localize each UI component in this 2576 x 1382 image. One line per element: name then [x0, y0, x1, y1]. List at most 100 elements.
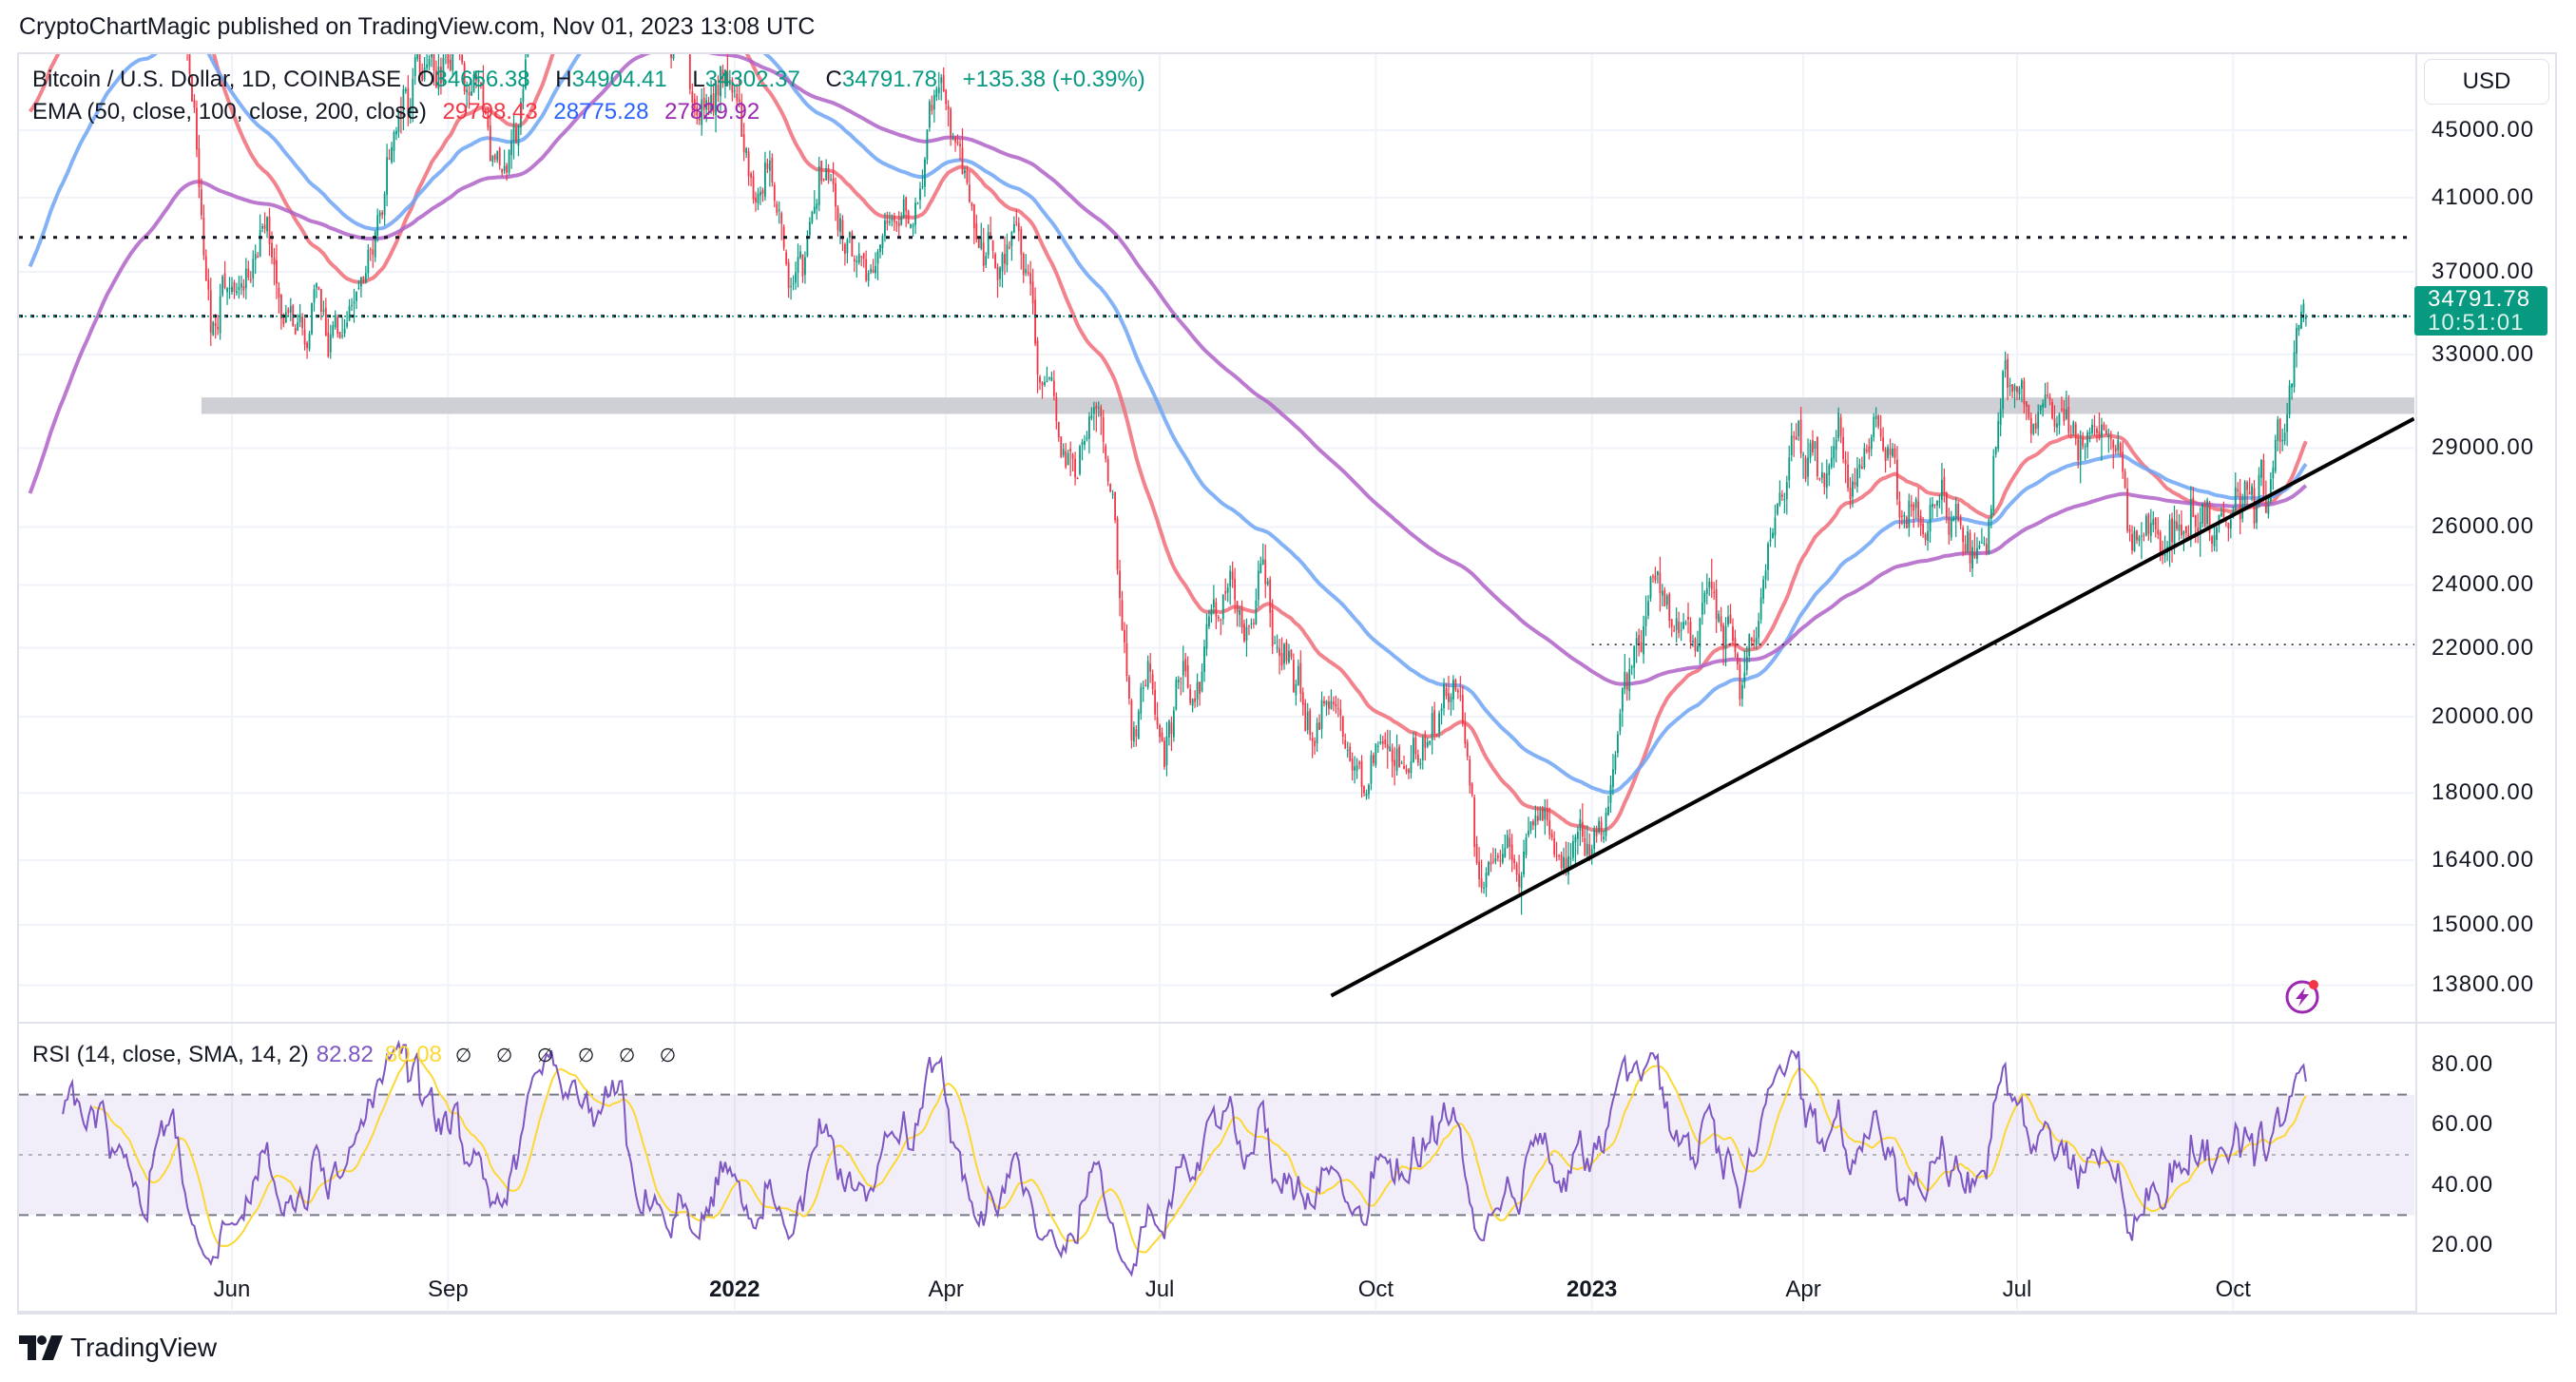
candle	[1913, 504, 1915, 511]
candle	[1435, 734, 1438, 737]
candle	[1932, 504, 1933, 508]
candle	[364, 273, 367, 283]
candle	[961, 147, 964, 175]
candle	[1243, 624, 1245, 642]
candle	[1488, 861, 1490, 875]
candle	[1264, 559, 1267, 585]
candle	[459, 12, 461, 53]
candle	[1553, 837, 1556, 855]
candle	[214, 323, 217, 327]
candle	[1818, 478, 1821, 480]
candle	[2152, 519, 2155, 526]
candle	[893, 216, 895, 222]
candle	[386, 157, 388, 195]
candle	[1431, 713, 1433, 740]
lightning-icon[interactable]	[2283, 977, 2321, 1015]
candle	[736, 93, 739, 101]
candle	[378, 212, 381, 217]
candle	[1614, 755, 1617, 771]
candle	[1408, 769, 1410, 774]
candle	[2216, 527, 2218, 540]
candle	[2098, 431, 2101, 439]
candle	[1896, 459, 1898, 500]
candle	[1833, 446, 1836, 459]
candle	[1248, 625, 1250, 627]
candle	[1320, 700, 1323, 729]
candle	[1215, 602, 1218, 617]
candle	[2079, 439, 2082, 461]
candle	[985, 256, 988, 265]
ohlc-legend: Bitcoin / U.S. Dollar, 1D, COINBASE O346…	[32, 67, 1155, 93]
candle	[881, 236, 884, 248]
candle	[752, 176, 755, 200]
candle	[1170, 722, 1173, 735]
candle	[1090, 415, 1093, 418]
rsi-sma-value: 80.08	[384, 1042, 442, 1067]
candle	[2173, 520, 2176, 545]
candle	[2107, 434, 2110, 438]
candle	[773, 184, 776, 202]
candle	[2267, 499, 2270, 515]
candle	[372, 249, 375, 256]
candle	[1201, 671, 1203, 692]
candle	[249, 278, 252, 281]
tradingview-logo[interactable]: TradingView	[19, 1333, 217, 1363]
candle	[416, 54, 419, 59]
time-tick-label: Apr	[928, 1276, 964, 1302]
candle	[857, 253, 860, 263]
candle	[1513, 858, 1516, 864]
candle	[980, 237, 983, 249]
candle	[1448, 693, 1450, 702]
candle	[875, 265, 876, 274]
candle	[799, 251, 801, 258]
candle	[2037, 412, 2040, 429]
candle	[2199, 522, 2201, 533]
candle	[1649, 576, 1652, 599]
candle	[2048, 396, 2051, 401]
candle	[2018, 388, 2021, 394]
candle	[1734, 638, 1737, 652]
candle	[1854, 482, 1856, 486]
symbol-name[interactable]: Bitcoin / U.S. Dollar, 1D, COINBASE	[32, 67, 402, 92]
published-caption: CryptoChartMagic published on TradingVie…	[19, 13, 816, 40]
candle	[776, 203, 779, 213]
candle	[907, 210, 910, 224]
candle	[1874, 415, 1877, 420]
candle	[1504, 847, 1507, 857]
candles	[186, 12, 2307, 915]
candle	[1501, 854, 1504, 863]
candle	[698, 118, 701, 121]
rsi-title[interactable]: RSI (14, close, SMA, 14, 2)	[32, 1042, 309, 1067]
candle	[1922, 523, 1925, 534]
candle	[1257, 570, 1259, 601]
trendline	[1330, 416, 2414, 998]
time-tick-label: Oct	[2215, 1276, 2251, 1302]
candle	[1280, 653, 1283, 666]
candle	[2131, 534, 2133, 551]
low-value: 34302.37	[704, 67, 800, 92]
candle	[879, 244, 881, 252]
candle	[2067, 407, 2070, 433]
ema-legend: EMA (50, close, 100, close, 200, close) …	[32, 99, 769, 125]
candle	[2128, 528, 2131, 532]
candle	[2105, 430, 2107, 434]
candle	[1985, 544, 1988, 553]
candle	[994, 254, 996, 268]
currency-button[interactable]: USD	[2424, 59, 2549, 105]
candle	[1780, 494, 1783, 497]
candle	[1740, 684, 1743, 700]
candle	[2063, 409, 2066, 422]
candle	[1132, 727, 1135, 742]
candle	[2065, 409, 2067, 419]
candle	[2176, 521, 2178, 529]
candle	[1894, 448, 1896, 458]
candle	[2086, 432, 2088, 448]
candle	[1092, 407, 1095, 414]
ema-title[interactable]: EMA (50, close, 100, close, 200, close)	[32, 99, 427, 125]
candle	[2143, 535, 2145, 537]
candle	[932, 95, 935, 110]
rsi-tick-label: 20.00	[2432, 1232, 2494, 1258]
candle	[680, 22, 682, 23]
candle	[1724, 625, 1727, 649]
